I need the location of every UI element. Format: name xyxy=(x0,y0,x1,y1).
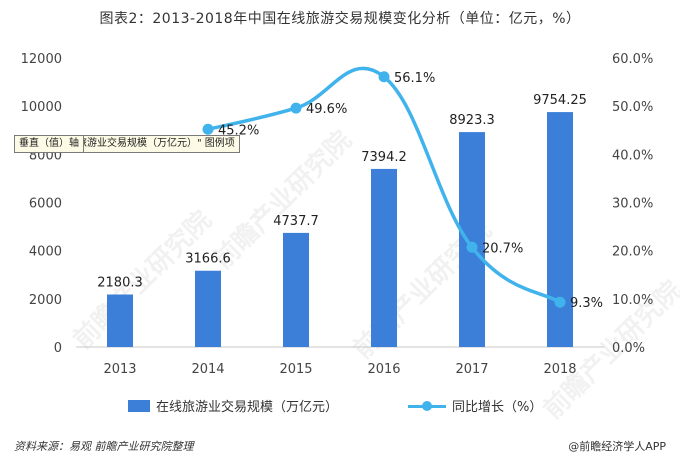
y-left-tick-label: 10000 xyxy=(21,100,62,115)
y-left-tick-label: 0 xyxy=(54,341,62,356)
line-data-label: 9.3% xyxy=(570,296,603,311)
y-right-tick-label: 60.0% xyxy=(612,52,653,67)
legend-bar-label: 在线旅游业交易规模（万亿元） xyxy=(156,400,339,415)
brand-credit: @前瞻经济学人APP xyxy=(568,440,666,453)
chart-title: 图表2：2013-2018年中国在线旅游交易规模变化分析（单位：亿元，%） xyxy=(99,11,581,27)
bar xyxy=(195,270,221,347)
legend-line-swatch xyxy=(408,400,446,412)
y-left-tick-label: 6000 xyxy=(29,197,62,212)
legend-item-bar[interactable]: 在线旅游业交易规模（万亿元） xyxy=(128,396,338,415)
growth-line xyxy=(206,66,562,304)
tooltip-line-2: 旅游业交易规模（万亿元）" 图例项 xyxy=(77,138,235,149)
bar-data-label: 8923.3 xyxy=(449,113,495,128)
bar-data-label: 4737.7 xyxy=(273,214,319,229)
growth-point xyxy=(378,71,390,83)
legend-bar-swatch xyxy=(128,399,150,412)
growth-point xyxy=(290,102,302,114)
legend-line-label: 同比增长（%） xyxy=(452,400,543,415)
line-data-label: 20.7% xyxy=(482,241,523,256)
chart-tooltip: 旅游业交易规模（万亿元）" 图例项 垂直（值）轴 xyxy=(14,135,240,153)
growth-point xyxy=(202,123,214,135)
x-tick-label: 2013 xyxy=(103,362,136,377)
bar-data-label: 3166.6 xyxy=(185,252,231,267)
y-right-tick-label: 50.0% xyxy=(612,100,653,115)
x-tick-label: 2017 xyxy=(455,362,488,377)
bar xyxy=(547,112,573,347)
growth-point xyxy=(466,241,478,253)
bar xyxy=(107,294,133,347)
x-tick-label: 2016 xyxy=(367,362,400,377)
y-left-tick-label: 12000 xyxy=(21,52,62,67)
y-right-tick-label: 10.0% xyxy=(612,293,653,308)
x-tick-label: 2015 xyxy=(279,362,312,377)
bar-data-label: 9754.25 xyxy=(533,93,587,108)
growth-point xyxy=(554,296,566,308)
y-right-tick-label: 20.0% xyxy=(612,245,653,260)
y-right-tick-label: 0.0% xyxy=(612,341,645,356)
x-tick-label: 2018 xyxy=(543,362,576,377)
bar xyxy=(459,132,485,347)
y-left-tick-label: 4000 xyxy=(29,245,62,260)
line-data-label: 56.1% xyxy=(394,71,435,86)
bar xyxy=(283,232,309,347)
x-tick-label: 2014 xyxy=(191,362,224,377)
line-data-label: 49.6% xyxy=(306,102,347,117)
y-left-tick-label: 2000 xyxy=(29,293,62,308)
tooltip-line-1: 垂直（值）轴 xyxy=(14,135,84,153)
bar-data-label: 2180.3 xyxy=(97,275,143,290)
line-data-label: 45.2% xyxy=(218,123,259,138)
y-right-tick-label: 40.0% xyxy=(612,148,653,163)
y-right-tick-label: 30.0% xyxy=(612,197,653,212)
source-note: 资料来源：易观 前瞻产业研究院整理 xyxy=(14,440,194,453)
legend-item-line[interactable]: 同比增长（%） xyxy=(408,396,542,415)
bar-data-label: 7394.2 xyxy=(361,150,407,165)
bar xyxy=(371,168,397,347)
